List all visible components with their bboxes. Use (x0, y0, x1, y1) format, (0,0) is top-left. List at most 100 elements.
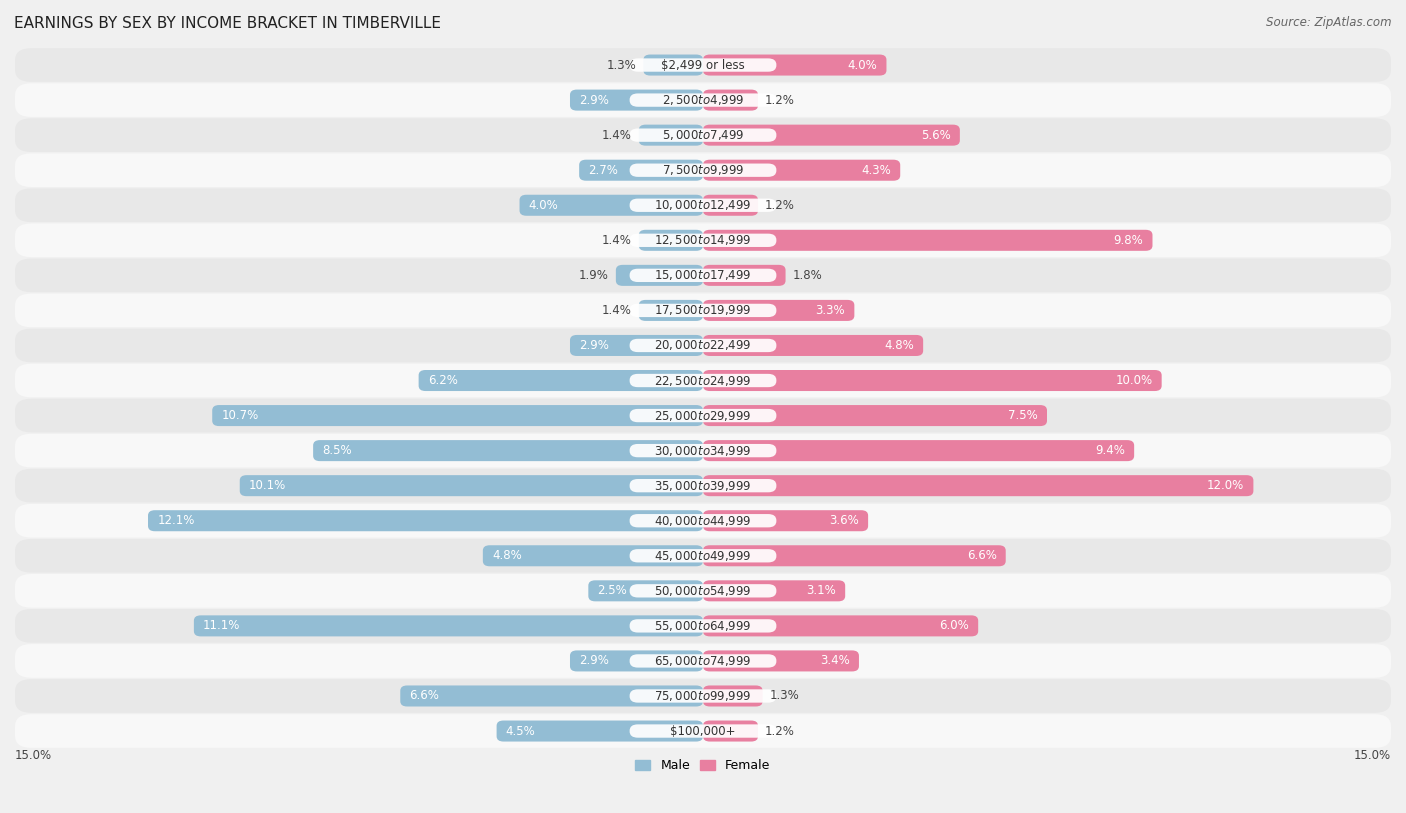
FancyBboxPatch shape (314, 440, 703, 461)
FancyBboxPatch shape (703, 440, 1135, 461)
FancyBboxPatch shape (630, 198, 776, 212)
FancyBboxPatch shape (15, 434, 1391, 467)
Text: 1.3%: 1.3% (769, 689, 799, 702)
Text: 1.2%: 1.2% (765, 724, 794, 737)
FancyBboxPatch shape (401, 685, 703, 706)
FancyBboxPatch shape (630, 724, 776, 737)
Text: 1.4%: 1.4% (602, 304, 631, 317)
FancyBboxPatch shape (15, 224, 1391, 257)
FancyBboxPatch shape (15, 469, 1391, 502)
Text: $35,000 to $39,999: $35,000 to $39,999 (654, 479, 752, 493)
Text: 2.9%: 2.9% (579, 654, 609, 667)
FancyBboxPatch shape (212, 405, 703, 426)
FancyBboxPatch shape (630, 128, 776, 141)
FancyBboxPatch shape (703, 335, 924, 356)
Text: 2.9%: 2.9% (579, 93, 609, 107)
Text: $22,500 to $24,999: $22,500 to $24,999 (654, 373, 752, 388)
Text: 4.5%: 4.5% (506, 724, 536, 737)
FancyBboxPatch shape (703, 685, 762, 706)
Text: 3.3%: 3.3% (815, 304, 845, 317)
FancyBboxPatch shape (15, 48, 1391, 82)
Text: 4.0%: 4.0% (848, 59, 877, 72)
FancyBboxPatch shape (15, 189, 1391, 222)
Text: 11.1%: 11.1% (202, 620, 240, 633)
FancyBboxPatch shape (15, 714, 1391, 748)
FancyBboxPatch shape (630, 549, 776, 563)
FancyBboxPatch shape (703, 54, 886, 76)
Text: 5.6%: 5.6% (921, 128, 950, 141)
FancyBboxPatch shape (15, 83, 1391, 117)
FancyBboxPatch shape (630, 374, 776, 387)
FancyBboxPatch shape (703, 370, 1161, 391)
FancyBboxPatch shape (630, 163, 776, 177)
Text: 9.4%: 9.4% (1095, 444, 1125, 457)
FancyBboxPatch shape (703, 195, 758, 215)
Text: 10.7%: 10.7% (221, 409, 259, 422)
FancyBboxPatch shape (630, 339, 776, 352)
Text: $17,500 to $19,999: $17,500 to $19,999 (654, 303, 752, 317)
FancyBboxPatch shape (15, 609, 1391, 643)
FancyBboxPatch shape (15, 154, 1391, 187)
FancyBboxPatch shape (569, 89, 703, 111)
FancyBboxPatch shape (616, 265, 703, 286)
FancyBboxPatch shape (703, 405, 1047, 426)
Text: 6.6%: 6.6% (409, 689, 439, 702)
Text: $25,000 to $29,999: $25,000 to $29,999 (654, 409, 752, 423)
Text: 8.5%: 8.5% (322, 444, 352, 457)
FancyBboxPatch shape (15, 398, 1391, 433)
FancyBboxPatch shape (630, 304, 776, 317)
FancyBboxPatch shape (15, 363, 1391, 398)
FancyBboxPatch shape (15, 539, 1391, 572)
FancyBboxPatch shape (15, 293, 1391, 328)
Text: 4.8%: 4.8% (492, 550, 522, 563)
FancyBboxPatch shape (630, 444, 776, 457)
FancyBboxPatch shape (703, 615, 979, 637)
Text: $40,000 to $44,999: $40,000 to $44,999 (654, 514, 752, 528)
Text: 1.3%: 1.3% (607, 59, 637, 72)
FancyBboxPatch shape (569, 650, 703, 672)
Legend: Male, Female: Male, Female (630, 754, 776, 777)
FancyBboxPatch shape (630, 93, 776, 107)
Text: EARNINGS BY SEX BY INCOME BRACKET IN TIMBERVILLE: EARNINGS BY SEX BY INCOME BRACKET IN TIM… (14, 16, 441, 31)
FancyBboxPatch shape (148, 511, 703, 531)
FancyBboxPatch shape (194, 615, 703, 637)
Text: 10.1%: 10.1% (249, 479, 287, 492)
FancyBboxPatch shape (703, 475, 1253, 496)
Text: $2,500 to $4,999: $2,500 to $4,999 (662, 93, 744, 107)
Text: 7.5%: 7.5% (1008, 409, 1038, 422)
FancyBboxPatch shape (630, 269, 776, 282)
Text: 12.1%: 12.1% (157, 514, 194, 527)
FancyBboxPatch shape (703, 89, 758, 111)
FancyBboxPatch shape (638, 124, 703, 146)
FancyBboxPatch shape (703, 159, 900, 180)
FancyBboxPatch shape (703, 300, 855, 321)
Text: $75,000 to $99,999: $75,000 to $99,999 (654, 689, 752, 703)
Text: 15.0%: 15.0% (1354, 749, 1391, 762)
Text: 3.6%: 3.6% (830, 514, 859, 527)
Text: 4.3%: 4.3% (862, 163, 891, 176)
FancyBboxPatch shape (703, 511, 868, 531)
Text: 3.1%: 3.1% (806, 585, 837, 598)
Text: 10.0%: 10.0% (1115, 374, 1153, 387)
Text: $55,000 to $64,999: $55,000 to $64,999 (654, 619, 752, 633)
Text: 1.4%: 1.4% (602, 234, 631, 247)
Text: Source: ZipAtlas.com: Source: ZipAtlas.com (1267, 16, 1392, 29)
FancyBboxPatch shape (630, 233, 776, 247)
FancyBboxPatch shape (630, 59, 776, 72)
FancyBboxPatch shape (15, 644, 1391, 678)
Text: $100,000+: $100,000+ (671, 724, 735, 737)
Text: 1.9%: 1.9% (579, 269, 609, 282)
FancyBboxPatch shape (630, 585, 776, 598)
FancyBboxPatch shape (496, 720, 703, 741)
Text: 4.8%: 4.8% (884, 339, 914, 352)
Text: $2,499 or less: $2,499 or less (661, 59, 745, 72)
FancyBboxPatch shape (703, 265, 786, 286)
Text: $30,000 to $34,999: $30,000 to $34,999 (654, 444, 752, 458)
FancyBboxPatch shape (644, 54, 703, 76)
Text: 2.7%: 2.7% (588, 163, 619, 176)
Text: $45,000 to $49,999: $45,000 to $49,999 (654, 549, 752, 563)
FancyBboxPatch shape (569, 335, 703, 356)
FancyBboxPatch shape (15, 328, 1391, 363)
FancyBboxPatch shape (703, 124, 960, 146)
Text: $10,000 to $12,499: $10,000 to $12,499 (654, 198, 752, 212)
